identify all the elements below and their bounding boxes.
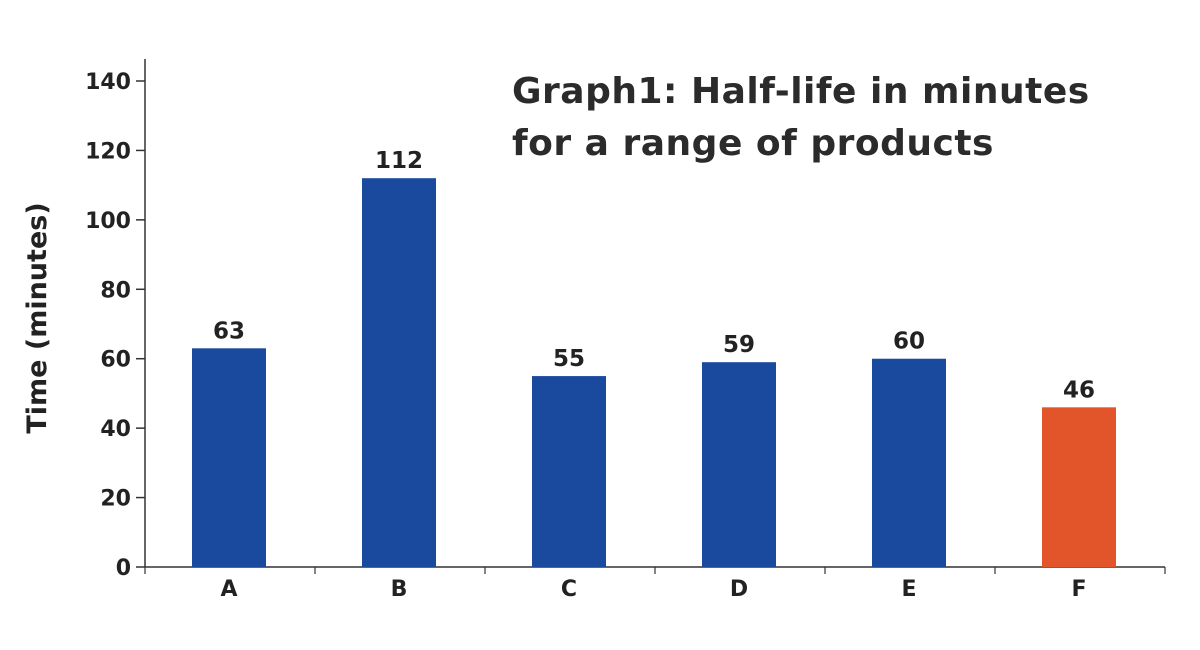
bar-B bbox=[362, 178, 436, 567]
value-label-D: 59 bbox=[723, 332, 755, 358]
value-label-F: 46 bbox=[1063, 377, 1095, 403]
y-tick-label-140: 140 bbox=[85, 70, 131, 95]
bar-D bbox=[702, 362, 776, 567]
category-label-F: F bbox=[1071, 577, 1086, 602]
category-label-B: B bbox=[391, 577, 408, 602]
value-label-B: 112 bbox=[375, 148, 423, 174]
bar-E bbox=[872, 358, 946, 567]
category-label-C: C bbox=[561, 577, 577, 602]
y-tick-label-20: 20 bbox=[100, 487, 131, 512]
y-tick-label-100: 100 bbox=[85, 209, 131, 234]
axes bbox=[136, 59, 1166, 574]
bar-C bbox=[532, 376, 606, 567]
y-tick-label-80: 80 bbox=[100, 278, 131, 303]
value-label-E: 60 bbox=[893, 329, 925, 355]
chart-title: Graph1: Half-life in minutes for a range… bbox=[512, 66, 1172, 170]
value-label-A: 63 bbox=[213, 318, 245, 344]
chart-title-line-1: Graph1: Half-life in minutes bbox=[512, 71, 1090, 112]
value-label-C: 55 bbox=[553, 346, 585, 372]
bar-F bbox=[1042, 407, 1116, 567]
category-label-A: A bbox=[220, 577, 237, 602]
y-tick-label-60: 60 bbox=[100, 348, 131, 373]
y-tick-label-40: 40 bbox=[100, 417, 131, 442]
y-tick-label-0: 0 bbox=[116, 556, 131, 581]
chart-title-line-2: for a range of products bbox=[512, 123, 994, 164]
category-label-D: D bbox=[730, 577, 748, 602]
bars bbox=[192, 178, 1116, 567]
y-axis-title: Time (minutes) bbox=[22, 202, 53, 433]
category-label-E: E bbox=[901, 577, 916, 602]
labels: 0 20 40 60 80 100 120 140 63 A 112 B 55 C 59 D 60 E 46 F bbox=[85, 70, 1095, 602]
y-tick-label-120: 120 bbox=[85, 139, 131, 164]
bar-A bbox=[192, 348, 266, 567]
